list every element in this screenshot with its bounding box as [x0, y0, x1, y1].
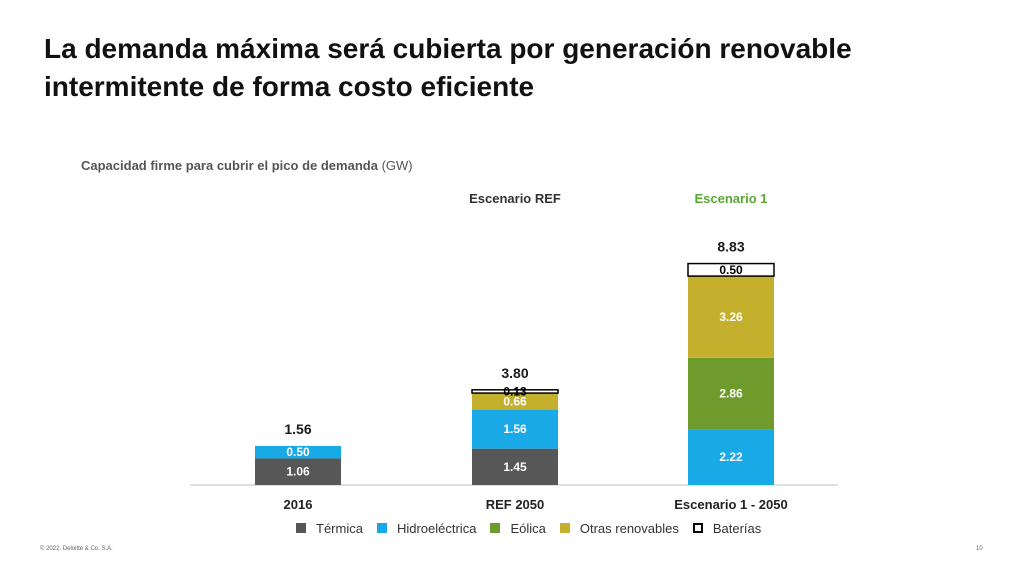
- bar-segment-hidroelectrica-2016: [255, 445, 341, 459]
- legend-swatch-termica: [296, 523, 306, 533]
- data-label-baterias-ref-2050: 0.13: [503, 384, 527, 398]
- copyright-footer: © 2022. Deloitte & Co. S.A.: [40, 546, 113, 552]
- data-label-baterias-escenario-1-2050: 0.50: [719, 263, 743, 277]
- total-label-ref-2050: 3.80: [501, 365, 528, 381]
- legend-label-otras-renovables: Otras renovables: [579, 520, 679, 536]
- bar-segment-baterias-escenario-1-2050: [687, 262, 775, 277]
- legend-item-termica: Térmica: [296, 521, 363, 536]
- data-label-otras-renovables-escenario-1-2050: 3.26: [719, 310, 743, 324]
- chart-title: Capacidad firme para cubrir el pico de d…: [81, 158, 413, 173]
- legend-item-hidroelectrica: Hidroeléctrica: [376, 520, 477, 536]
- category-label-escenario-1-2050: Escenario 1 - 2050: [674, 497, 787, 512]
- data-label-hidroelectrica-2016: 0.50: [286, 445, 310, 459]
- legend-swatch-eolica: [490, 523, 501, 533]
- bar-segment-hidroelectrica-ref-2050: [472, 409, 558, 449]
- bar-segment-otras-renovables-ref-2050: [472, 393, 558, 410]
- slide-title: La demanda máxima será cubierta por gene…: [44, 33, 852, 102]
- legend-swatch-baterias: [692, 523, 703, 533]
- legend-item-eolica: Eólica: [490, 520, 546, 536]
- category-label-ref-2050: REF 2050: [486, 497, 545, 512]
- data-label-eolica-escenario-1-2050: 2.86: [719, 387, 743, 401]
- chart-title-text: Capacidad firme para cubrir el pico de d…: [81, 158, 378, 173]
- category-label-2016: 2016: [284, 497, 313, 512]
- legend-item-baterias: Baterías: [692, 520, 762, 536]
- legend-label-hidroelectrica: Hidroeléctrica: [396, 520, 477, 536]
- data-label-hidroelectrica-ref-2050: 1.56: [503, 422, 527, 436]
- data-label-otras-renovables-ref-2050: 0.66: [503, 394, 527, 408]
- data-label-hidroelectrica-escenario-1-2050: 2.22: [719, 450, 743, 464]
- legend-label-eolica: Eólica: [510, 520, 546, 536]
- bar-segment-termica-ref-2050: [472, 448, 558, 485]
- legend-swatch-otras-renovables: [559, 523, 570, 533]
- group-header-escenario-1: Escenario 1: [695, 191, 768, 206]
- legend-label-baterias: Baterías: [712, 520, 762, 536]
- legend-label-termica: Térmica: [316, 520, 363, 536]
- group-header-escenario-ref: Escenario REF: [469, 191, 561, 206]
- page-number: 10: [976, 546, 983, 552]
- legend-item-otras-renovables: Otras renovables: [559, 520, 679, 536]
- data-label-termica-2016: 1.06: [286, 465, 310, 479]
- chart-legend: Térmica Hidroeléctrica Eólica Otras reno…: [296, 518, 775, 538]
- total-label-2016: 1.56: [284, 421, 311, 437]
- bar-segment-eolica-escenario-1-2050: [688, 357, 774, 430]
- bar-segment-hidroelectrica-escenario-1-2050: [688, 429, 774, 485]
- total-label-escenario-1-2050: 8.83: [717, 239, 744, 255]
- chart-title-unit: (GW): [381, 158, 413, 173]
- data-label-termica-ref-2050: 1.45: [503, 460, 527, 474]
- bar-segment-baterias-ref-2050: [471, 389, 559, 394]
- bar-segment-termica-2016: [255, 458, 341, 485]
- legend-swatch-hidroelectrica: [376, 523, 387, 533]
- bar-segment-otras-renovables-escenario-1-2050: [688, 276, 774, 358]
